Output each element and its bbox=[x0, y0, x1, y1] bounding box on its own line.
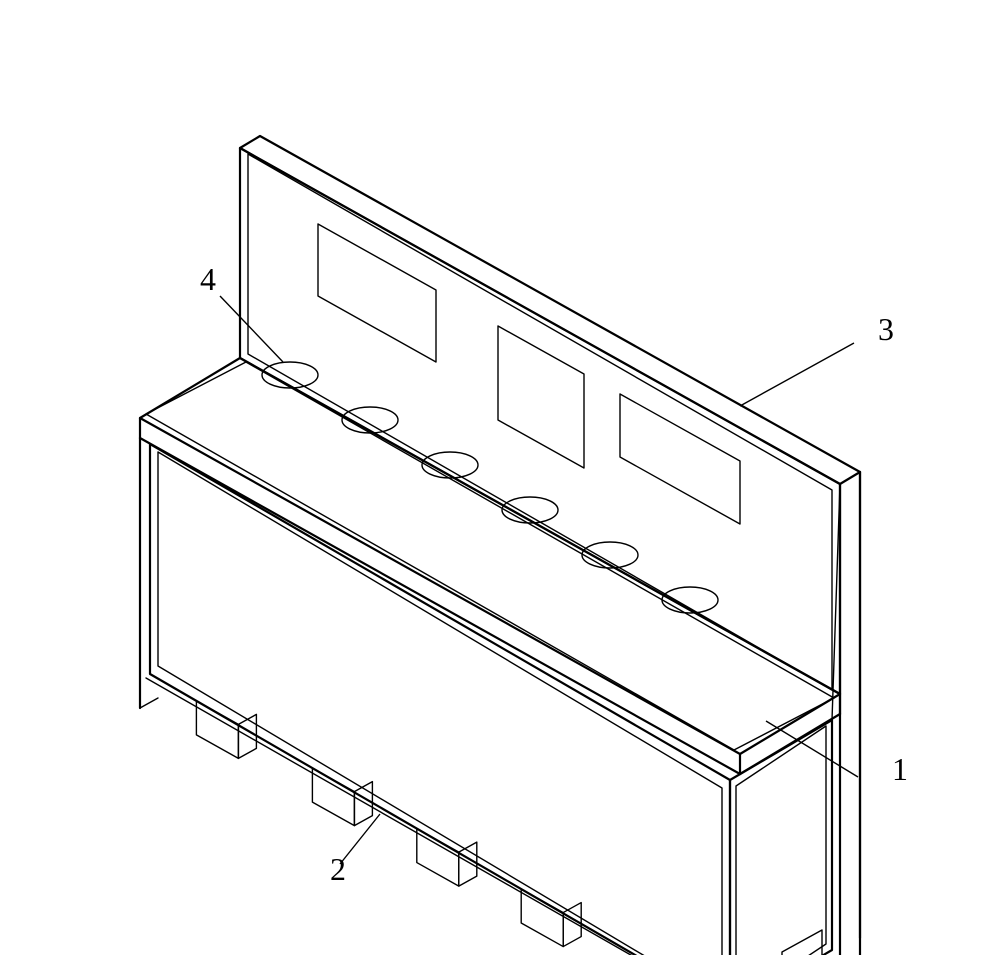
callout-label-2: 2 bbox=[330, 852, 346, 887]
callout-label-3: 3 bbox=[878, 312, 894, 347]
patent-figure: 1 2 3 4 bbox=[0, 0, 1000, 955]
callout-label-4: 4 bbox=[200, 262, 216, 297]
callout-label-1: 1 bbox=[892, 752, 908, 787]
